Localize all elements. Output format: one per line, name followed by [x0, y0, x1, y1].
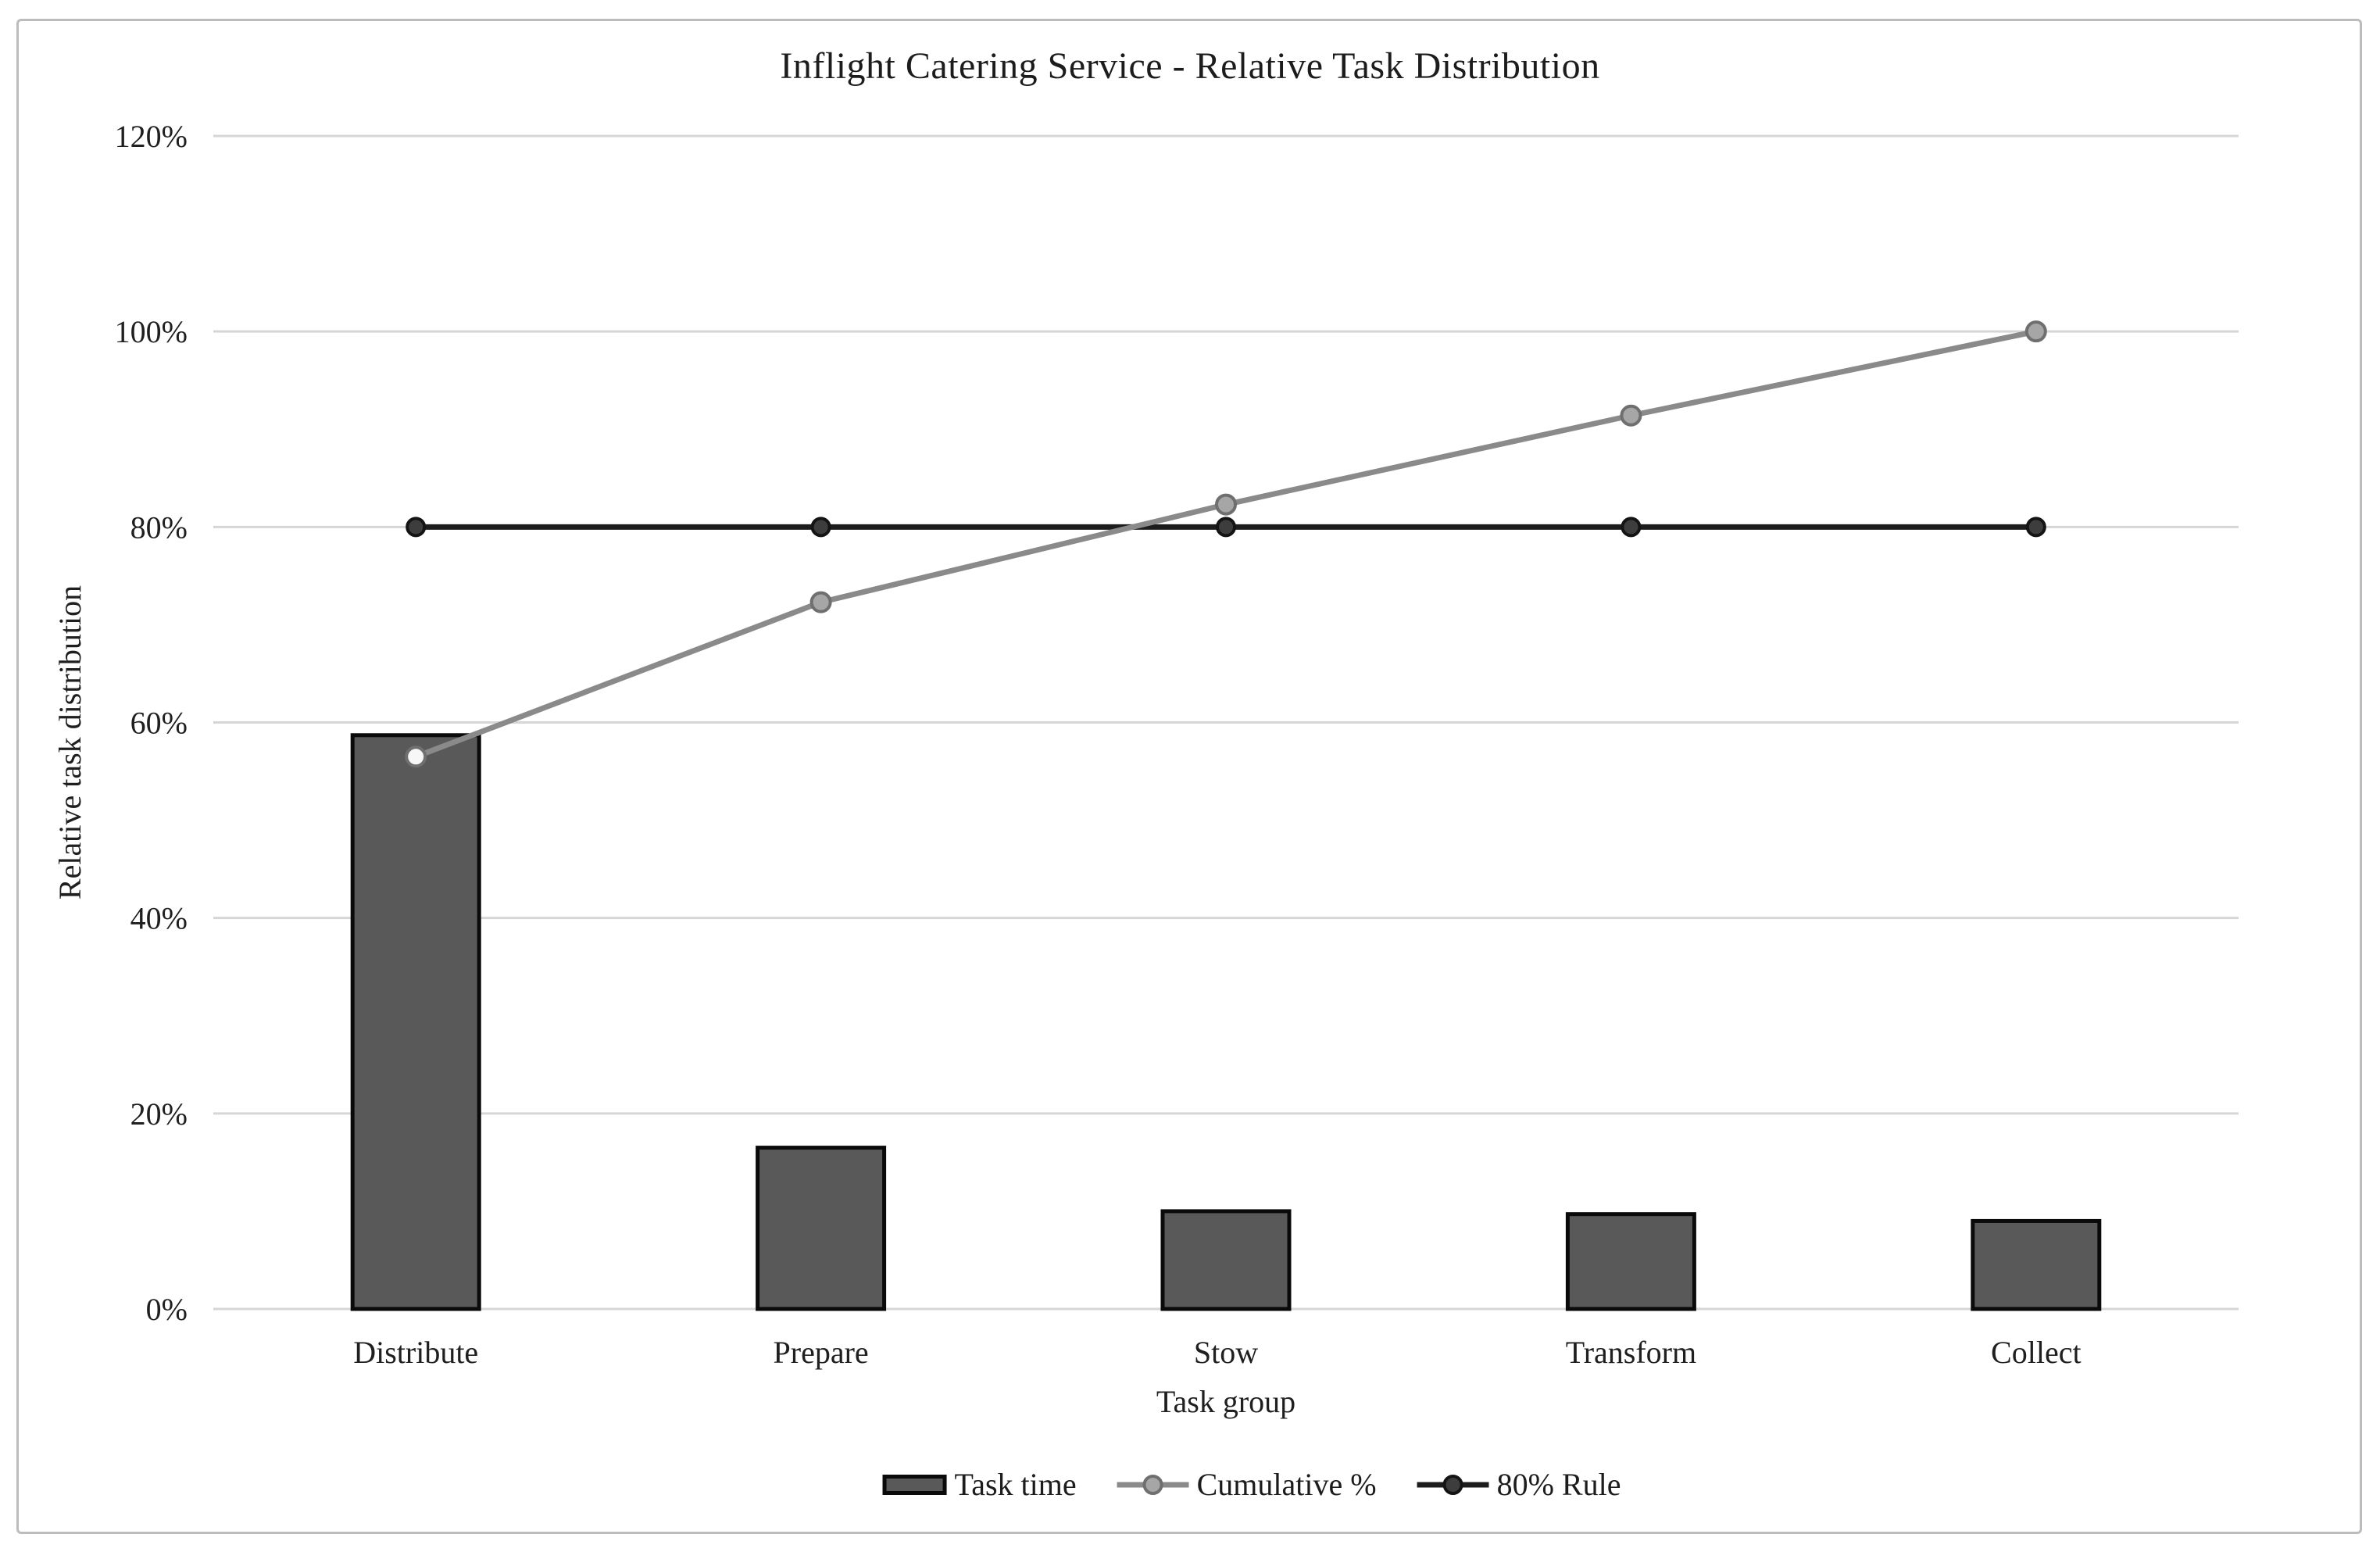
task-time-swatch-icon — [882, 1475, 947, 1495]
bar-collect — [1971, 1218, 2102, 1311]
legend-label-task-time: Task time — [954, 1467, 1077, 1502]
cumulative-marker-collect — [2024, 320, 2047, 343]
rule-marker-collect — [2025, 517, 2046, 538]
x-axis-title: Task group — [1156, 1384, 1295, 1419]
x-category-label-collect: Collect — [1991, 1335, 2082, 1370]
x-category-label-stow: Stow — [1194, 1335, 1258, 1370]
y-tick-label-0%: 0% — [146, 1292, 188, 1327]
cumulative-swatch-icon — [1117, 1475, 1189, 1495]
cumulative-percent-line — [414, 328, 2037, 760]
bar-distribute — [350, 733, 481, 1311]
rule-marker-prepare — [810, 517, 831, 538]
rule-swatch-icon — [1417, 1475, 1489, 1495]
y-tick-label-100%: 100% — [115, 314, 188, 349]
bar-transform — [1565, 1212, 1696, 1311]
x-category-label-prepare: Prepare — [774, 1335, 869, 1370]
rule-marker-distribute — [406, 517, 427, 538]
gridlines-group — [213, 134, 2239, 1311]
bar-prepare — [756, 1146, 887, 1311]
y-tick-label-40%: 40% — [130, 901, 188, 936]
x-category-label-distribute: Distribute — [353, 1335, 478, 1370]
legend-item-cumulative: Cumulative % — [1117, 1466, 1377, 1504]
cumulative-marker-stow — [1215, 493, 1237, 516]
rule-marker-stow — [1216, 517, 1236, 538]
cumulative-marker-transform — [1620, 404, 1642, 427]
legend-label-rule: 80% Rule — [1496, 1467, 1621, 1502]
y-tick-label-120%: 120% — [115, 119, 188, 154]
y-axis-tick-labels: 0% 20% 40% 60% 80% 100% 120% — [115, 119, 188, 1327]
legend-item-rule: 80% Rule — [1417, 1466, 1621, 1504]
chart-title: Inflight Catering Service - Relative Tas… — [780, 45, 1600, 87]
y-tick-label-60%: 60% — [130, 706, 188, 741]
y-axis-title: Relative task distribution — [52, 585, 88, 899]
cumulative-percent-markers — [405, 320, 2047, 768]
x-axis-category-labels: Distribute Prepare Stow Transform Collect — [353, 1335, 2081, 1370]
bar-stow — [1160, 1209, 1292, 1311]
cumulative-marker-distribute — [405, 746, 427, 768]
y-tick-label-80%: 80% — [130, 510, 188, 545]
eighty-percent-rule-markers — [406, 517, 2046, 538]
legend-item-task-time: Task time — [882, 1466, 1077, 1504]
x-category-label-transform: Transform — [1566, 1335, 1696, 1370]
task-time-bars-group — [350, 733, 2102, 1311]
legend-label-cumulative: Cumulative % — [1196, 1467, 1377, 1502]
rule-marker-transform — [1621, 517, 1642, 538]
cumulative-marker-prepare — [809, 591, 832, 613]
y-tick-label-20%: 20% — [130, 1096, 188, 1132]
legend: Task time Cumulative % 80% Rule — [882, 1466, 1621, 1504]
